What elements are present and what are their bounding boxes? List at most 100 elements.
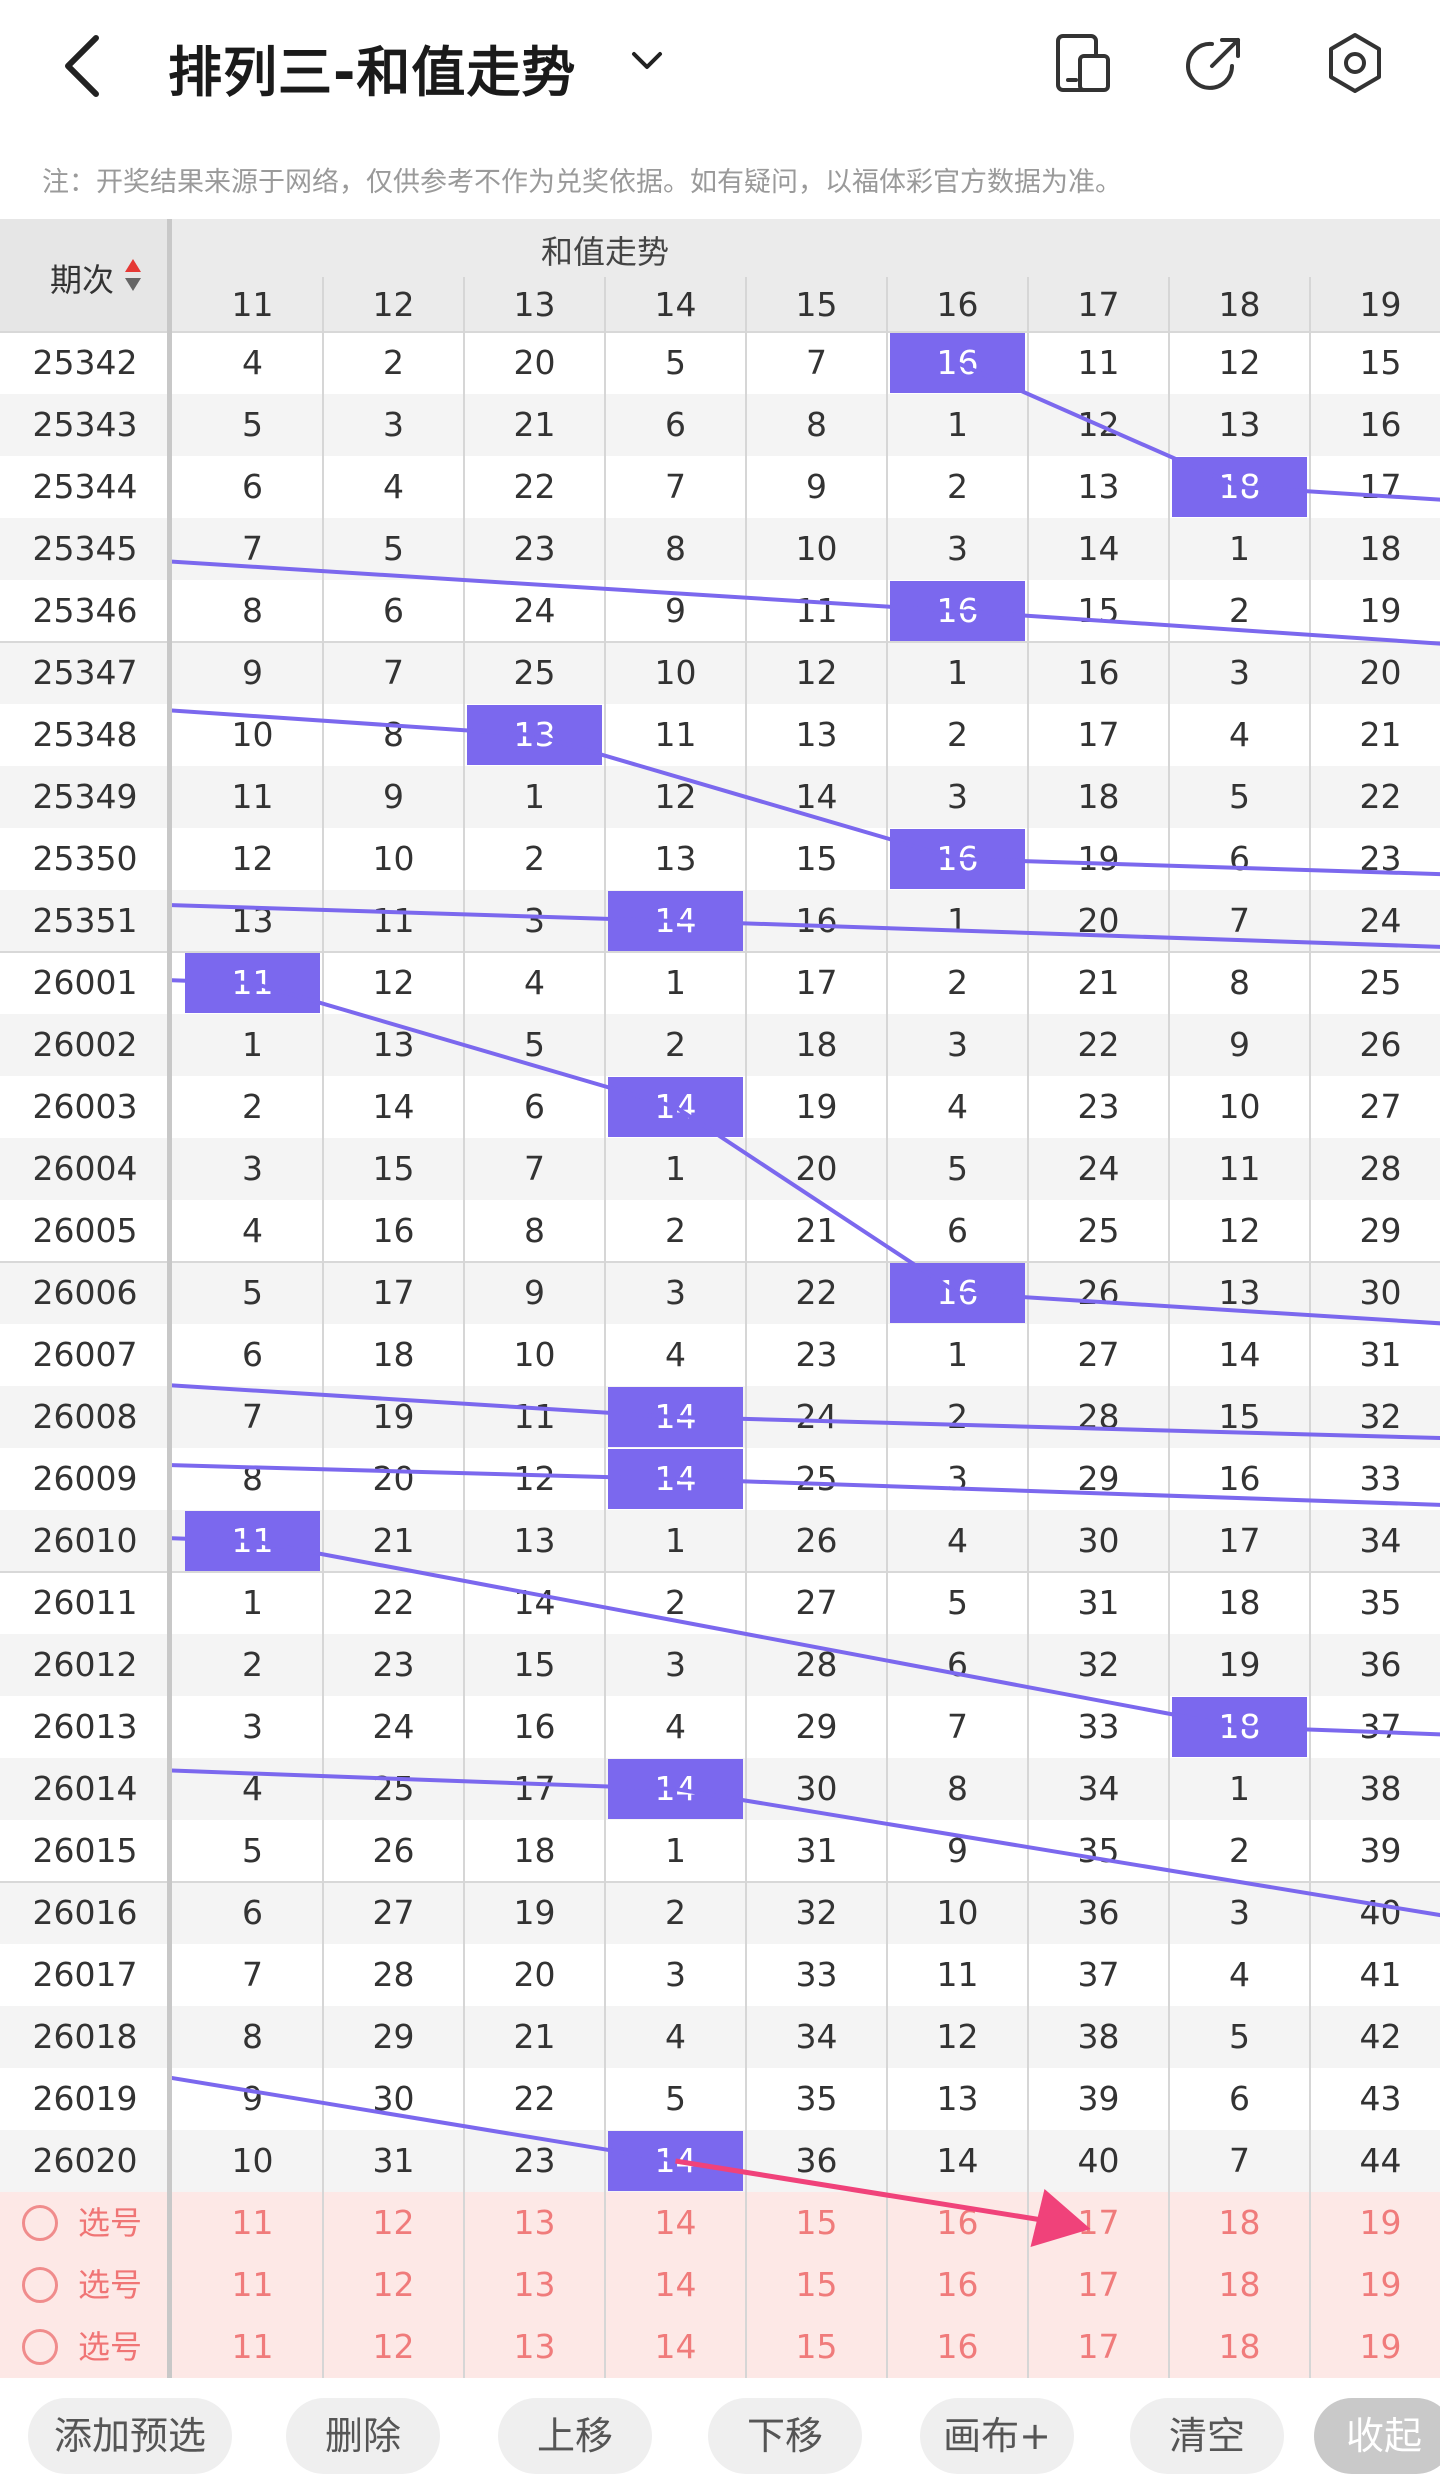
pick-label[interactable]: 选号 (78, 2204, 143, 2242)
value-cell: 25 (372, 1769, 415, 1808)
settings-icon[interactable] (1322, 30, 1388, 96)
pick-number-cell[interactable]: 18 (1218, 2327, 1261, 2366)
pick-radio[interactable] (22, 2267, 58, 2303)
pick-number-cell[interactable]: 19 (1359, 2203, 1402, 2242)
disclaimer-notice: 注：开奖结果来源于网络，仅供参考不作为兑奖依据。如有疑问，以福体彩官方数据为准。 (42, 167, 1122, 198)
table-header-bar (0, 219, 1440, 277)
pick-number-cell[interactable]: 14 (654, 2203, 697, 2242)
value-cell: 16 (795, 901, 838, 940)
pick-row[interactable]: 选号 11 12 13 14 15 16 17 18 19 (0, 2316, 1440, 2378)
pick-number-cell[interactable]: 16 (936, 2327, 979, 2366)
value-cell: 4 (947, 1521, 968, 1560)
pick-number-cell[interactable]: 11 (231, 2327, 274, 2366)
value-cell: 20 (513, 343, 556, 382)
back-icon[interactable] (56, 30, 112, 102)
add-preselect-button[interactable]: 添加预选 (28, 2398, 232, 2474)
table-row: 26006 5 17 9 3 22 16 26 13 30 (0, 1262, 1440, 1324)
pick-number-cell[interactable]: 17 (1077, 2327, 1120, 2366)
value-cell: 32 (1359, 1397, 1402, 1436)
value-cell: 12 (936, 2017, 979, 2056)
value-cell: 21 (513, 405, 556, 444)
period-cell: 25349 (0, 766, 170, 828)
table-row: 25347 9 7 25 10 12 1 16 3 20 (0, 642, 1440, 704)
value-cell: 5 (524, 1025, 545, 1064)
value-cell: 6 (524, 1087, 545, 1126)
move-down-button[interactable]: 下移 (708, 2398, 862, 2474)
value-cell: 20 (1077, 901, 1120, 940)
sort-icon[interactable] (124, 257, 142, 293)
value-cell: 17 (513, 1769, 556, 1808)
value-cell: 2 (947, 963, 968, 1002)
pick-number-cell[interactable]: 15 (795, 2327, 838, 2366)
value-cell: 4 (665, 1335, 686, 1374)
pick-number-cell[interactable]: 12 (372, 2265, 415, 2304)
value-cell: 23 (513, 529, 556, 568)
value-cell: 2 (665, 1893, 686, 1932)
pick-number-cell[interactable]: 11 (231, 2203, 274, 2242)
pick-number-cell[interactable]: 13 (513, 2203, 556, 2242)
value-cell: 8 (242, 591, 263, 630)
table-row: 26016 6 27 19 2 32 10 36 3 40 (0, 1882, 1440, 1944)
value-cell: 8 (383, 715, 404, 754)
clear-button[interactable]: 清空 (1130, 2398, 1284, 2474)
canvas-plus-button[interactable]: 画布+ (920, 2398, 1074, 2474)
value-cell: 15 (513, 1645, 556, 1684)
pick-number-cell[interactable]: 13 (513, 2327, 556, 2366)
table-row: 26014 4 25 17 14 30 8 34 1 38 (0, 1758, 1440, 1820)
period-cell: 25342 (0, 332, 170, 394)
page-title[interactable]: 排列三-和值走势 (168, 41, 577, 104)
pick-number-cell[interactable]: 17 (1077, 2203, 1120, 2242)
move-up-button[interactable]: 上移 (498, 2398, 652, 2474)
table-row: 26013 3 24 16 4 29 7 33 18 37 (0, 1696, 1440, 1758)
value-cell: 4 (242, 1769, 263, 1808)
delete-button[interactable]: 删除 (286, 2398, 440, 2474)
pick-number-cell[interactable]: 19 (1359, 2327, 1402, 2366)
period-header[interactable]: 期次 (0, 219, 170, 332)
value-cell: 32 (1077, 1645, 1120, 1684)
pick-number-cell[interactable]: 16 (936, 2203, 979, 2242)
pick-row[interactable]: 选号 11 12 13 14 15 16 17 18 19 (0, 2192, 1440, 2254)
value-cell: 8 (806, 405, 827, 444)
hit-cell: 14 (608, 2131, 743, 2191)
pick-number-cell[interactable]: 14 (654, 2327, 697, 2366)
pick-number-cell[interactable]: 12 (372, 2203, 415, 2242)
pick-number-cell[interactable]: 15 (795, 2265, 838, 2304)
table-row: 25345 7 5 23 8 10 3 14 1 18 (0, 518, 1440, 580)
value-cell: 14 (1218, 1335, 1261, 1374)
pick-number-cell[interactable]: 19 (1359, 2265, 1402, 2304)
pick-number-cell[interactable]: 15 (795, 2203, 838, 2242)
pick-number-cell[interactable]: 18 (1218, 2265, 1261, 2304)
period-cell: 26008 (0, 1386, 170, 1448)
value-cell: 22 (513, 2079, 556, 2118)
value-cell: 37 (1359, 1707, 1402, 1746)
phone-layout-icon[interactable] (1050, 30, 1116, 96)
share-icon[interactable] (1182, 30, 1248, 96)
pick-number-cell[interactable]: 16 (936, 2265, 979, 2304)
pick-number-cell[interactable]: 17 (1077, 2265, 1120, 2304)
hit-cell: 14 (608, 891, 743, 951)
pick-number-cell[interactable]: 11 (231, 2265, 274, 2304)
value-cell: 19 (795, 1087, 838, 1126)
pick-label[interactable]: 选号 (78, 2328, 143, 2366)
column-header: 17 (1077, 285, 1120, 324)
value-cell: 4 (524, 963, 545, 1002)
collapse-button[interactable]: 收起 (1314, 2398, 1440, 2474)
value-cell: 35 (1359, 1583, 1402, 1622)
period-cell: 26006 (0, 1262, 170, 1324)
value-cell: 9 (665, 591, 686, 630)
pick-row[interactable]: 选号 11 12 13 14 15 16 17 18 19 (0, 2254, 1440, 2316)
value-cell: 10 (231, 2141, 274, 2180)
pick-label[interactable]: 选号 (78, 2266, 143, 2304)
chevron-down-icon[interactable] (622, 36, 672, 86)
period-cell: 26020 (0, 2130, 170, 2192)
value-cell: 12 (513, 1459, 556, 1498)
pick-number-cell[interactable]: 13 (513, 2265, 556, 2304)
value-cell: 11 (372, 901, 415, 940)
pick-number-cell[interactable]: 18 (1218, 2203, 1261, 2242)
pick-radio[interactable] (22, 2329, 58, 2365)
value-cell: 41 (1359, 1955, 1402, 1994)
pick-number-cell[interactable]: 12 (372, 2327, 415, 2366)
pick-number-cell[interactable]: 14 (654, 2265, 697, 2304)
value-cell: 14 (1077, 529, 1120, 568)
pick-radio[interactable] (22, 2205, 58, 2241)
